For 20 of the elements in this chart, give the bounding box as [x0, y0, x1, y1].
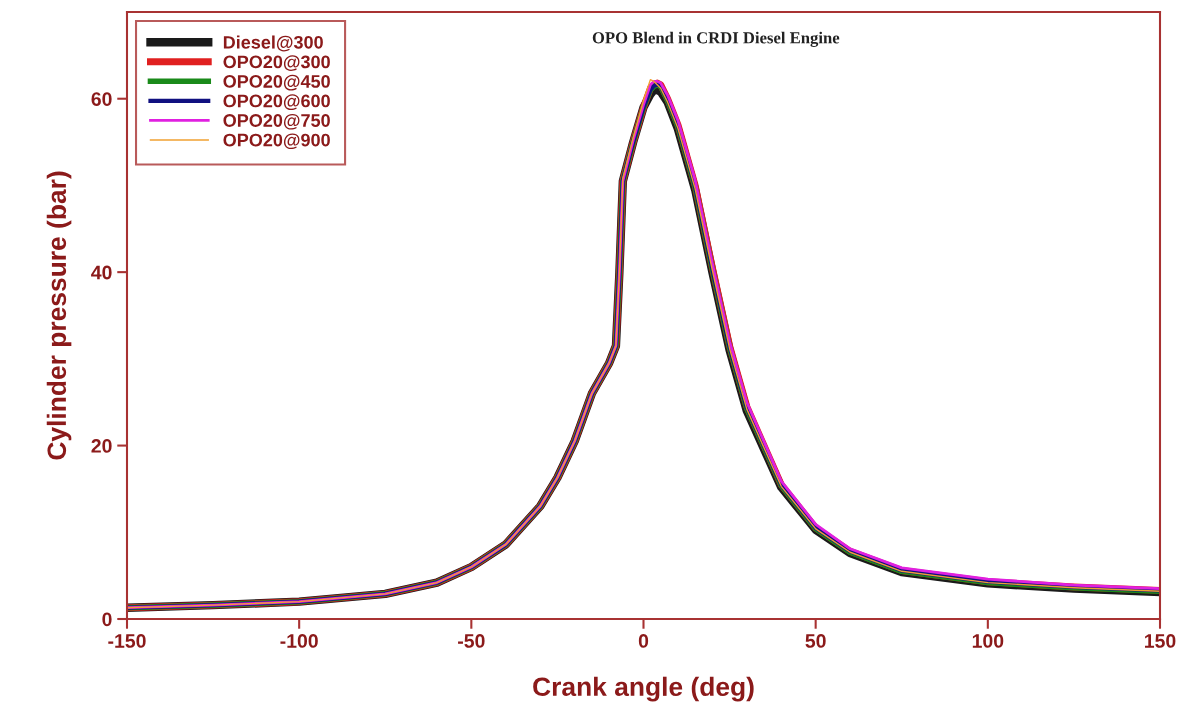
- x-tick-label: 0: [638, 634, 649, 648]
- legend-label: Diesel@300: [223, 35, 323, 52]
- y-tick-label: 0: [102, 612, 112, 627]
- legend-label: OPO20@900: [223, 133, 330, 150]
- legend-label: OPO20@600: [223, 94, 330, 111]
- y-tick-label: 40: [91, 265, 112, 280]
- y-tick-label: 60: [91, 92, 112, 106]
- x-tick-label: -100: [280, 634, 318, 648]
- y-axis-title: Cylinder pressure (bar): [46, 171, 72, 460]
- x-tick-label: -150: [108, 634, 146, 648]
- x-tick-label: 100: [972, 634, 1004, 648]
- x-tick-label: 150: [1145, 634, 1176, 648]
- legend-label: OPO20@300: [223, 55, 330, 71]
- text: OPO Blend in CRDI Diesel Engine: [592, 31, 840, 47]
- x-tick-label: 50: [805, 634, 826, 648]
- legend-label: OPO20@450: [223, 74, 330, 91]
- x-tick-label: -50: [458, 634, 485, 648]
- y-tick-label: 20: [91, 439, 112, 453]
- x-axis-title: Crank angle (deg): [533, 676, 754, 702]
- legend-label: OPO20@750: [223, 113, 330, 130]
